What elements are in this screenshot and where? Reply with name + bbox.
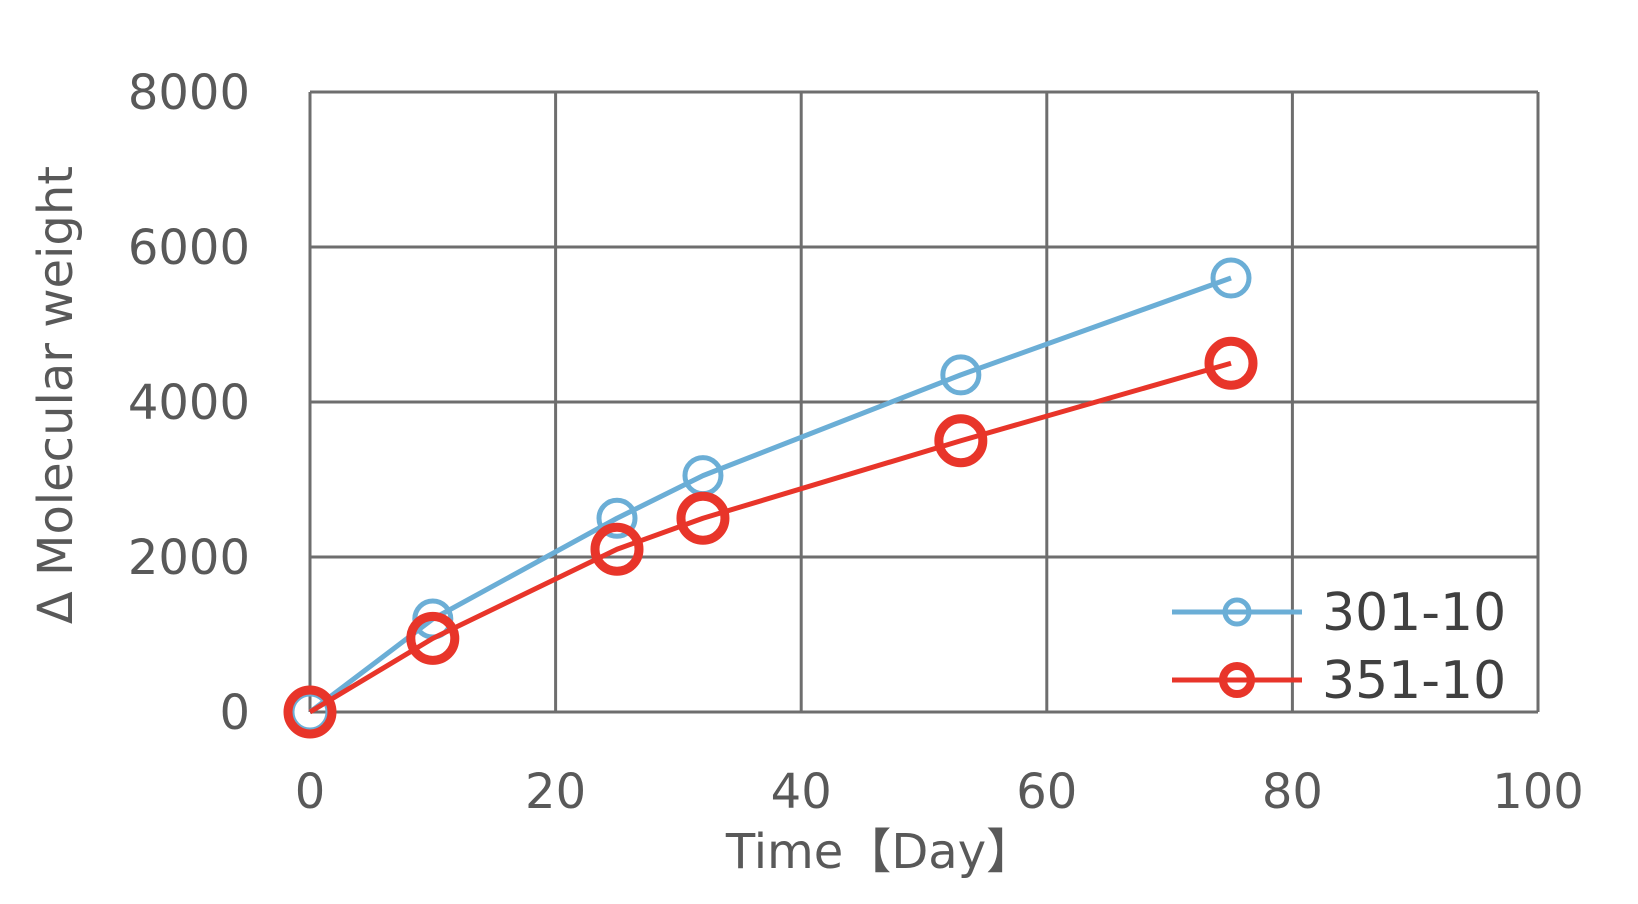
legend-swatch-marker	[1222, 597, 1252, 627]
series-layer	[283, 257, 1258, 739]
legend-label: 351-10	[1322, 651, 1506, 711]
data-point	[1210, 257, 1252, 299]
series-351-10	[283, 336, 1258, 739]
x-tick-label: 60	[1016, 764, 1077, 820]
data-point	[1204, 336, 1258, 390]
y-tick-label: 6000	[128, 220, 250, 276]
legend-swatch-marker	[1219, 662, 1255, 698]
legend: 301-10 351-10	[1172, 583, 1506, 711]
data-point	[590, 522, 644, 576]
data-point	[676, 491, 730, 545]
x-tick-label: 100	[1492, 764, 1584, 820]
chart-grid	[308, 90, 1540, 714]
data-point	[940, 354, 982, 396]
x-tick-label: 0	[295, 764, 326, 820]
x-tick-label: 40	[771, 764, 832, 820]
y-axis-title: Δ Molecular weight	[28, 166, 84, 624]
data-point	[406, 611, 460, 665]
data-point	[283, 685, 337, 739]
legend-item: 301-10	[1172, 583, 1506, 643]
x-axis-ticks: 0 20 40 60 80 100	[295, 764, 1584, 820]
y-axis-ticks: 0 2000 4000 6000 8000	[128, 65, 250, 741]
legend-item: 351-10	[1172, 651, 1506, 711]
data-point	[934, 414, 988, 468]
x-axis-title: Time【Day】	[725, 824, 1034, 880]
x-tick-label: 80	[1262, 764, 1323, 820]
y-tick-label: 8000	[128, 65, 250, 121]
y-tick-label: 4000	[128, 375, 250, 431]
legend-label: 301-10	[1322, 583, 1506, 643]
y-tick-label: 2000	[128, 530, 250, 586]
x-tick-label: 20	[525, 764, 586, 820]
data-point	[596, 497, 638, 539]
y-tick-label: 0	[219, 685, 250, 741]
